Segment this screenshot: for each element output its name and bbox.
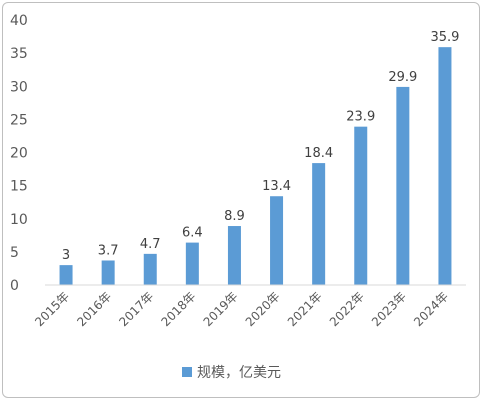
bars — [59, 47, 452, 285]
y-tick-label: 40 — [10, 13, 28, 29]
data-label: 13.4 — [262, 179, 291, 194]
bar — [59, 265, 73, 285]
x-tick-label: 2024年 — [411, 289, 451, 329]
y-tick-label: 20 — [10, 146, 28, 162]
x-tick-label: 2023年 — [369, 289, 409, 329]
bar — [312, 163, 326, 285]
bar — [354, 126, 368, 285]
y-tick-label: 25 — [10, 112, 28, 128]
bar — [227, 226, 241, 285]
x-tick-label: 2022年 — [327, 289, 367, 329]
legend-label: 规模，亿美元 — [197, 365, 281, 381]
x-tick-label: 2017年 — [116, 289, 156, 329]
bar — [185, 242, 199, 285]
data-label: 3 — [62, 248, 70, 263]
y-tick-label: 30 — [10, 79, 28, 95]
x-tick-label: 2019年 — [201, 289, 241, 329]
x-tick-label: 2016年 — [74, 289, 114, 329]
y-tick-label: 35 — [10, 46, 28, 62]
legend-swatch — [182, 367, 192, 377]
x-tick-label: 2020年 — [243, 289, 283, 329]
y-tick-label: 0 — [10, 278, 19, 294]
data-label: 23.9 — [346, 110, 375, 125]
y-tick-label: 5 — [10, 245, 19, 261]
y-axis: 0 5 10 15 20 25 30 35 40 — [10, 13, 28, 294]
data-label: 4.7 — [140, 237, 161, 252]
bar — [101, 260, 115, 285]
bar — [438, 47, 452, 285]
y-tick-label: 15 — [10, 179, 28, 195]
data-label: 29.9 — [388, 70, 417, 85]
y-tick-label: 10 — [10, 212, 28, 228]
x-tick-label: 2021年 — [285, 289, 325, 329]
legend: 规模，亿美元 — [182, 365, 281, 381]
data-label: 18.4 — [304, 146, 333, 161]
bar — [396, 86, 410, 285]
data-label: 8.9 — [224, 209, 245, 224]
data-label: 35.9 — [430, 30, 459, 45]
x-tick-label: 2018年 — [158, 289, 198, 329]
bar — [143, 253, 157, 285]
data-label: 6.4 — [182, 226, 203, 241]
data-label: 3.7 — [98, 243, 119, 258]
bar — [270, 196, 284, 285]
x-axis: 2015年 2016年 2017年 2018年 2019年 2020年 2021年 2022年… — [32, 284, 466, 329]
data-labels: 3 3.7 4.7 6.4 8.9 13.4 18.4 23.9 29.9 35.9 — [62, 30, 460, 263]
x-tick-label: 2015年 — [32, 289, 72, 329]
